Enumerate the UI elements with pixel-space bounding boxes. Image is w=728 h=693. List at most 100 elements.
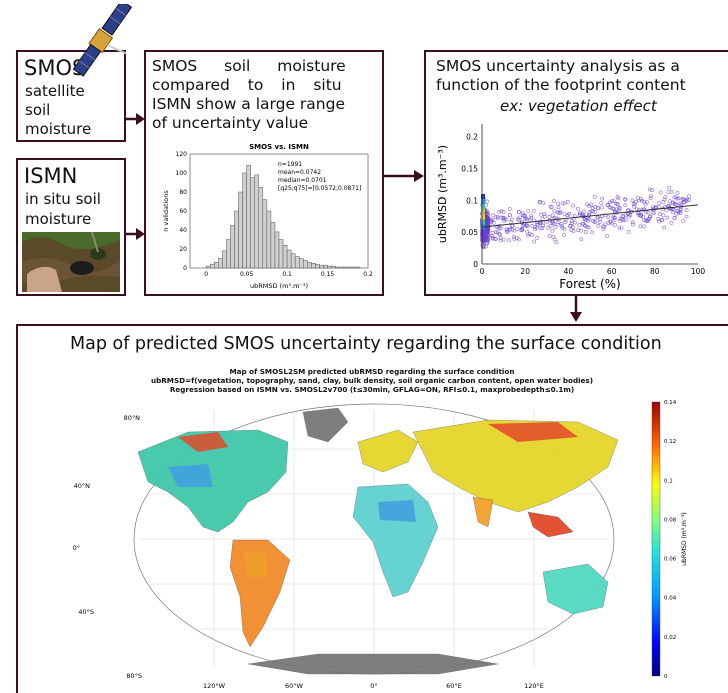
- scatter-point: [495, 216, 500, 220]
- scatter-point: [587, 210, 592, 215]
- scatter-point: [638, 224, 643, 229]
- scatter-point: [501, 210, 506, 214]
- hist-bar: [331, 265, 336, 269]
- scatter-point: [681, 199, 686, 204]
- scatter-point: [495, 214, 500, 219]
- scatter-point: [501, 237, 506, 242]
- scatter-point: [585, 224, 590, 229]
- scatter-point: [681, 218, 686, 223]
- scatter-point: [560, 201, 565, 206]
- ismn-box: ISMN in situ soil moisture: [16, 158, 126, 296]
- scatter-point: [671, 210, 676, 215]
- analysis-box: SMOS uncertainty analysis as a function …: [424, 50, 728, 296]
- scatter-point: [526, 209, 531, 213]
- hist-xtick: 0.1: [282, 271, 292, 278]
- scatter-point: [552, 199, 556, 204]
- map-lon-label: 60°W: [285, 682, 304, 690]
- hist-title: SMOS vs. ISMN: [249, 143, 309, 151]
- hist-bar: [234, 210, 239, 269]
- map-lat-label: 80°N: [124, 414, 141, 422]
- compare-line-4: of uncertainty value: [152, 114, 309, 132]
- scatter-point: [678, 207, 683, 211]
- scatter-point: [497, 226, 502, 230]
- continent-europe: [357, 429, 419, 473]
- analysis-subtitle: ex: vegetation effect: [500, 97, 657, 115]
- scatter-point: [657, 219, 662, 224]
- scatter-xtick: 100: [691, 267, 706, 276]
- scatter-point: [547, 234, 552, 238]
- scatter-point: [547, 214, 552, 219]
- hist-bar: [226, 239, 231, 269]
- map-value-patch: [243, 552, 268, 577]
- scatter-point: [529, 215, 534, 220]
- hist-bar: [343, 266, 349, 269]
- scatter-point: [593, 204, 597, 209]
- scatter-ylabel: ubRMSD (m³.m⁻³): [436, 145, 449, 243]
- hist-ytick: 0: [183, 265, 187, 272]
- scatter-point: [485, 241, 490, 246]
- scatter-point: [572, 220, 577, 225]
- scatter-point: [603, 222, 608, 227]
- scatter-point: [667, 185, 672, 190]
- scatter-point: [556, 201, 561, 206]
- colorbar-label: ubRMSD (m³.m⁻³): [681, 512, 688, 566]
- scatter-point: [516, 237, 521, 242]
- scatter-point: [548, 223, 553, 228]
- scatter-point: [571, 203, 575, 208]
- scatter-point: [645, 200, 649, 205]
- scatter-point: [558, 209, 563, 214]
- hist-bar: [250, 177, 255, 269]
- hist-bar: [270, 222, 276, 269]
- scatter-point: [515, 226, 519, 231]
- scatter-point: [606, 215, 611, 220]
- colorbar-tick: 0.1: [664, 478, 673, 484]
- continent-india: [472, 496, 494, 528]
- scatter-point: [532, 227, 537, 232]
- scatter-point: [485, 229, 490, 234]
- scatter-point: [617, 225, 622, 230]
- scatter-point: [488, 219, 493, 224]
- scatter-point: [490, 230, 495, 235]
- hist-bar: [238, 191, 243, 269]
- scatter-point: [493, 215, 498, 220]
- hist-bar: [246, 165, 251, 269]
- scatter-point: [556, 220, 561, 224]
- scatter-point: [562, 233, 567, 237]
- hist-bar: [258, 187, 264, 269]
- scatter-point: [522, 216, 527, 221]
- scatter-point: [647, 187, 652, 192]
- scatter-point: [512, 237, 517, 241]
- hist-ylabel: n validations: [162, 190, 170, 232]
- scatter-point: [680, 196, 685, 201]
- scatter-point: [504, 227, 509, 232]
- scatter-point: [669, 221, 674, 225]
- scatter-point: [497, 232, 502, 237]
- scatter-point: [554, 240, 559, 245]
- histogram-chart: SMOS vs. ISMN 0 0.05 0.1 0.15 0.2 0 20 40 60 80 100…: [162, 143, 373, 290]
- scatter-point: [665, 215, 670, 220]
- compare-line-3: ISMN show a large range: [152, 95, 345, 113]
- smos-line-3: moisture: [25, 120, 92, 138]
- scatter-point: [630, 222, 635, 227]
- scatter-point: [601, 224, 605, 229]
- scatter-point: [662, 197, 667, 202]
- scatter-point: [681, 197, 686, 202]
- map-lon-label: 60°E: [446, 682, 462, 690]
- scatter-point: [562, 201, 567, 206]
- hist-ytick: 40: [179, 227, 187, 234]
- scatter-point: [531, 209, 536, 213]
- continent-africa: [352, 483, 439, 598]
- scatter-point: [541, 223, 546, 228]
- scatter-point: [519, 227, 523, 232]
- scatter-point: [611, 216, 616, 220]
- scatter-point: [539, 226, 544, 231]
- hist-ytick: 120: [176, 151, 188, 158]
- scatter-point: [535, 222, 540, 227]
- scatter-point: [592, 219, 597, 224]
- hist-ytick: 20: [179, 246, 187, 253]
- scatter-point: [595, 215, 600, 220]
- scatter-point: [586, 217, 591, 221]
- hist-bar: [355, 266, 361, 269]
- scatter-point: [568, 224, 572, 228]
- scatter-point: [612, 222, 617, 227]
